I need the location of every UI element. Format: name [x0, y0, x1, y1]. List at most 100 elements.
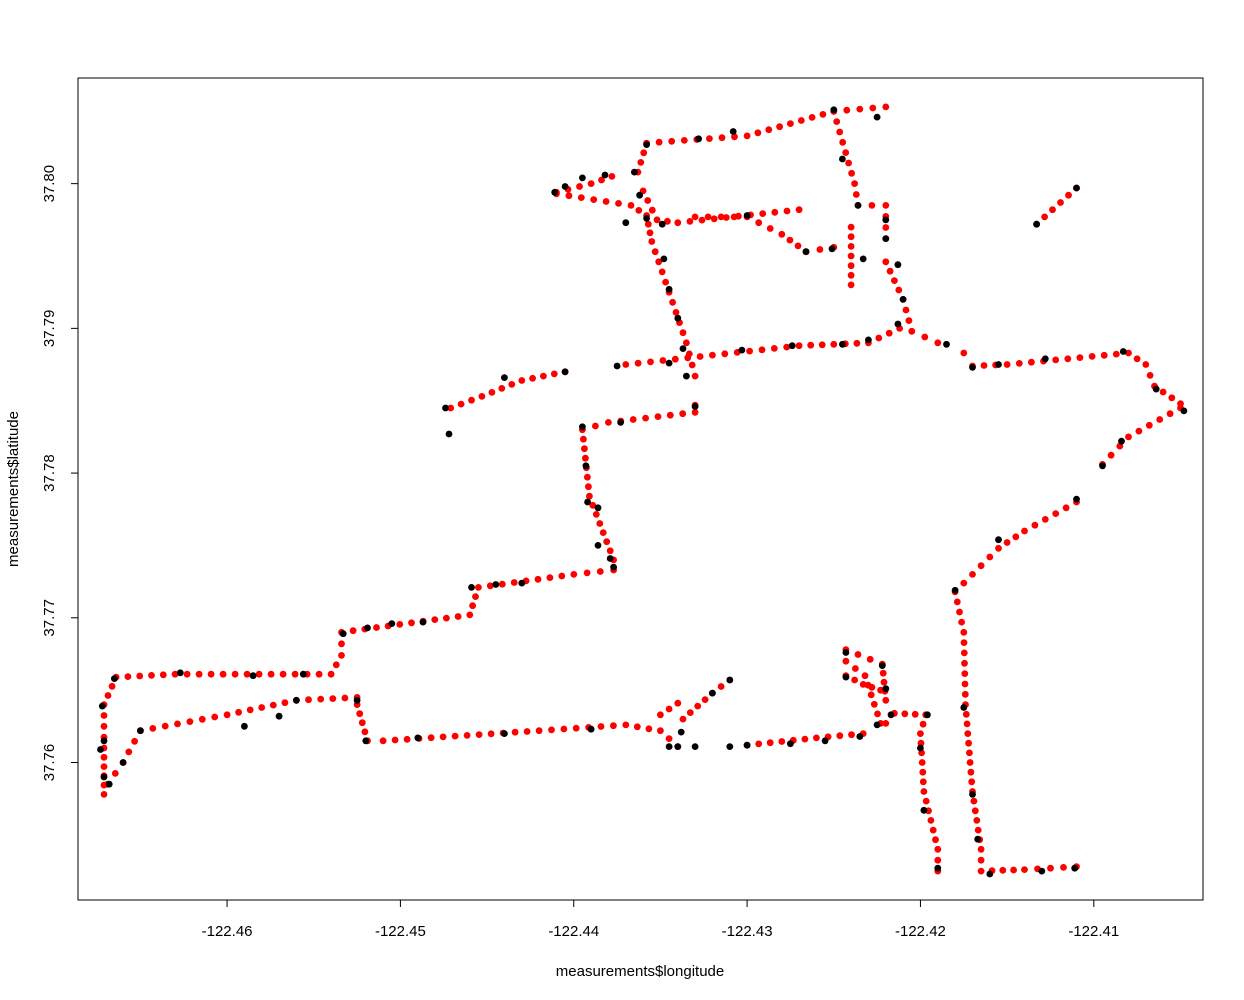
data-point — [856, 105, 864, 113]
data-point — [615, 200, 622, 207]
data-point — [1152, 385, 1160, 393]
data-point — [655, 258, 663, 266]
data-point — [995, 536, 1002, 544]
data-point — [856, 733, 864, 740]
data-point — [560, 725, 568, 733]
data-point — [828, 245, 836, 253]
data-point — [601, 171, 609, 179]
data-point — [599, 529, 607, 536]
data-point — [486, 582, 494, 590]
data-point — [861, 672, 869, 680]
data-point — [596, 568, 604, 575]
data-point — [590, 196, 598, 204]
data-point — [965, 739, 972, 747]
data-point — [451, 732, 459, 740]
x-tick-label: -122.44 — [548, 923, 599, 940]
data-point — [1041, 213, 1048, 221]
data-point — [647, 358, 654, 366]
data-point — [934, 864, 942, 872]
data-point — [895, 286, 903, 294]
data-point — [961, 690, 969, 698]
data-point — [657, 711, 664, 719]
data-point — [1064, 355, 1072, 363]
data-point — [1041, 516, 1049, 523]
data-point — [558, 572, 566, 580]
x-tick-label: -122.45 — [375, 923, 426, 940]
data-point — [894, 261, 902, 269]
data-point — [726, 676, 734, 684]
x-tick-label: -122.46 — [202, 923, 253, 940]
data-point — [783, 343, 791, 351]
data-point — [746, 347, 753, 355]
data-point — [894, 320, 902, 328]
data-point — [606, 547, 614, 555]
data-point — [598, 176, 605, 184]
data-point — [636, 191, 643, 199]
data-point — [879, 669, 887, 677]
data-point — [602, 198, 610, 205]
data-point — [1076, 354, 1084, 361]
data-point — [852, 191, 860, 198]
data-point — [704, 213, 712, 221]
data-point — [819, 111, 827, 118]
data-point — [648, 206, 656, 214]
data-point — [475, 731, 483, 738]
data-point — [919, 768, 927, 776]
data-point — [198, 715, 206, 723]
data-point — [570, 571, 578, 578]
data-point — [759, 210, 767, 218]
data-point — [964, 730, 972, 737]
data-point — [361, 728, 369, 736]
data-point — [1052, 510, 1060, 517]
data-point — [843, 106, 851, 114]
data-point — [108, 682, 116, 690]
data-point — [686, 709, 694, 716]
data-point — [651, 248, 659, 256]
data-point — [640, 149, 648, 157]
data-point — [353, 696, 361, 704]
data-point — [125, 748, 133, 756]
data-point — [963, 720, 971, 728]
data-point — [243, 670, 251, 678]
data-point — [534, 575, 542, 583]
data-point — [589, 501, 597, 509]
data-point — [960, 639, 968, 646]
data-point — [758, 346, 766, 354]
data-point — [622, 361, 630, 368]
data-point — [921, 333, 929, 341]
data-point — [882, 224, 890, 231]
data-point — [672, 309, 680, 316]
data-point — [869, 104, 877, 112]
data-point — [961, 670, 969, 677]
data-point — [848, 169, 855, 177]
data-point — [442, 404, 449, 412]
data-point — [977, 845, 985, 853]
data-point — [281, 699, 289, 707]
data-point — [622, 219, 630, 227]
data-point — [658, 268, 666, 276]
data-point — [718, 134, 726, 142]
data-point — [962, 710, 970, 718]
data-point — [766, 739, 774, 747]
data-point — [111, 770, 119, 777]
data-point — [683, 372, 690, 380]
data-point — [891, 277, 898, 284]
data-point — [1062, 504, 1070, 512]
data-point — [98, 702, 106, 710]
data-point — [606, 555, 614, 562]
data-point — [679, 715, 687, 723]
data-point — [439, 733, 447, 741]
data-point — [1060, 864, 1067, 871]
data-point — [1135, 427, 1143, 435]
data-point — [596, 520, 604, 527]
data-point — [468, 396, 475, 404]
data-point — [701, 696, 709, 703]
data-point — [583, 569, 591, 577]
data-point — [665, 743, 673, 750]
data-point — [847, 243, 855, 250]
data-point — [501, 730, 508, 737]
data-point — [645, 725, 653, 733]
data-point — [787, 120, 794, 127]
data-point — [932, 836, 939, 844]
data-point — [577, 194, 585, 202]
